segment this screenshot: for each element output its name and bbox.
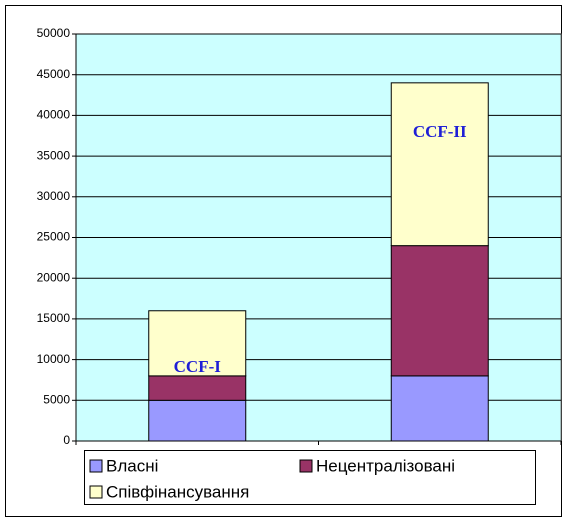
bar-segment xyxy=(390,245,489,377)
y-tick-label: 20000 xyxy=(37,270,71,284)
legend-swatch xyxy=(89,485,103,499)
y-tick-label: 45000 xyxy=(37,67,71,81)
annotation: CCF-II xyxy=(413,122,467,141)
y-tick-label: 25000 xyxy=(37,230,71,244)
y-tick-label: 30000 xyxy=(37,189,71,203)
legend-swatch xyxy=(89,459,103,473)
bar-segment xyxy=(148,310,247,377)
legend-label: Співфінансування xyxy=(106,482,249,501)
y-tick-label: 40000 xyxy=(37,108,71,122)
bar-segment xyxy=(390,82,489,247)
bar-segment xyxy=(148,375,247,401)
legend-label: Власні xyxy=(106,456,158,475)
annotation: CCF-I xyxy=(174,357,222,376)
bar-segment xyxy=(390,375,489,442)
legend-label: Нецентралізовані xyxy=(316,456,455,475)
y-tick-label: 0 xyxy=(63,433,70,447)
y-tick-label: 5000 xyxy=(43,392,70,406)
y-tick-label: 10000 xyxy=(37,352,71,366)
y-tick-label: 15000 xyxy=(37,311,71,325)
y-tick-label: 50000 xyxy=(37,26,71,40)
y-tick-label: 35000 xyxy=(37,148,71,162)
bar-segment xyxy=(148,399,247,442)
legend-swatch xyxy=(299,459,313,473)
